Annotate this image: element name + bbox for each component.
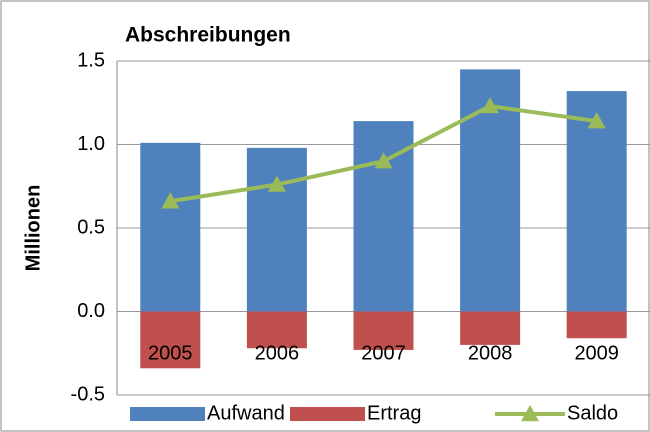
bar	[140, 311, 201, 369]
line-marker	[161, 192, 180, 209]
legend-label: Aufwand	[207, 402, 285, 424]
line-marker	[587, 112, 606, 129]
x-tick-label: 2008	[468, 342, 513, 364]
bar	[353, 311, 414, 350]
y-tick-label: 0.5	[77, 216, 105, 238]
legend-label: Saldo	[567, 402, 618, 424]
bar	[140, 142, 201, 312]
bar	[246, 147, 307, 312]
y-axis-label: Millionen	[22, 185, 44, 272]
legend-marker	[521, 405, 539, 422]
chart-title: Abschreibungen	[125, 24, 291, 47]
bar	[566, 311, 627, 339]
y-tick-label: 1.0	[77, 133, 105, 155]
x-tick-label: 2007	[361, 342, 406, 364]
bar	[460, 311, 521, 345]
y-tick-label: -0.5	[71, 383, 105, 405]
line-marker	[267, 175, 286, 192]
legend-swatch	[290, 407, 365, 421]
x-tick-label: 2006	[255, 342, 300, 364]
legend-label: Ertrag	[367, 402, 421, 424]
y-tick-label: 1.5	[77, 49, 105, 71]
line-marker	[374, 152, 393, 169]
y-tick-label: 0.0	[77, 300, 105, 322]
legend-swatch	[130, 407, 205, 421]
bar	[246, 311, 307, 349]
x-tick-label: 2005	[148, 342, 193, 364]
line-marker	[481, 97, 500, 114]
x-tick-label: 2009	[574, 342, 619, 364]
